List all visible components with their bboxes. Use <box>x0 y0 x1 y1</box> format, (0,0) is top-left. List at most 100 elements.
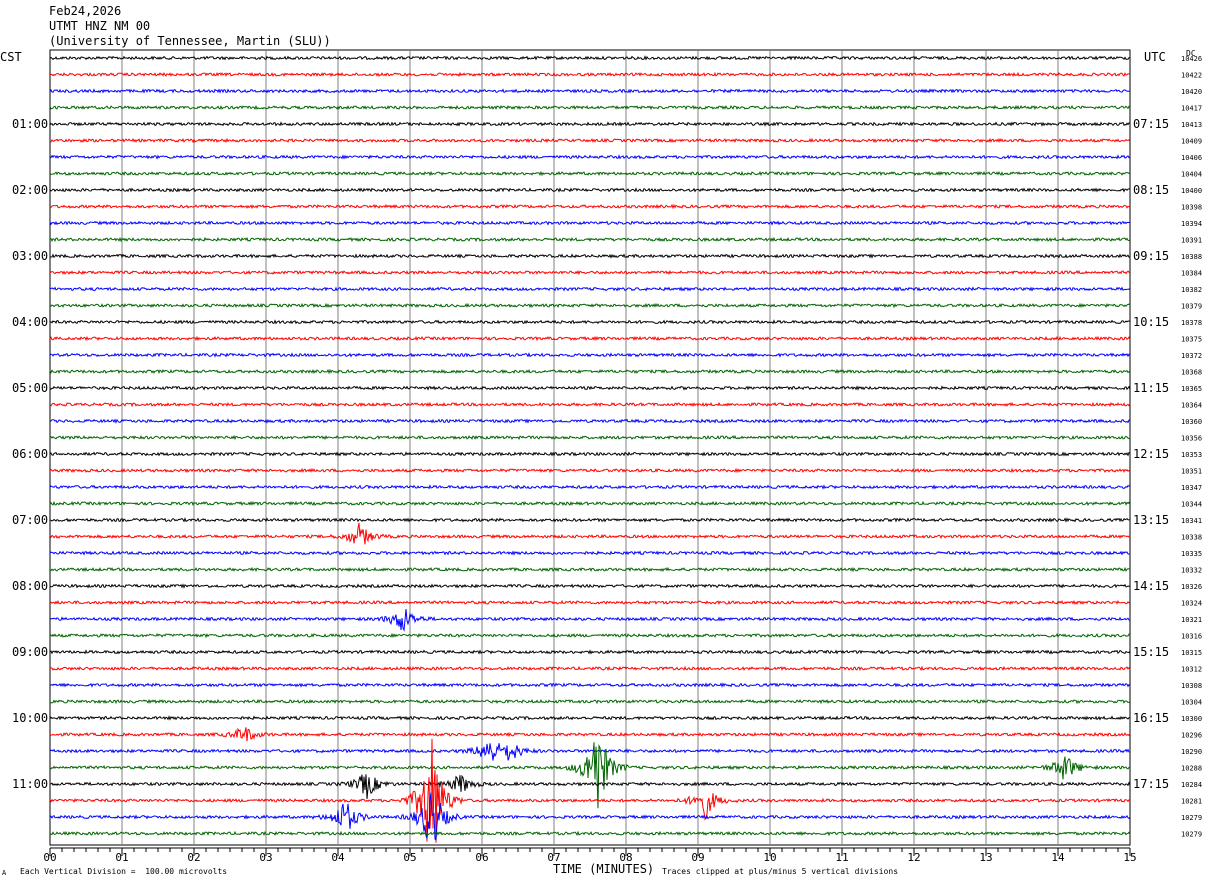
x-tick-label: 03 <box>259 851 272 864</box>
dc-value-label: 10300 <box>1181 715 1202 723</box>
dc-value-label: 10279 <box>1181 831 1202 839</box>
left-hour-label: 01:00 <box>12 117 48 131</box>
dc-value-label: 10296 <box>1181 732 1202 740</box>
left-hour-label: 10:00 <box>12 711 48 725</box>
seismic-trace <box>49 451 1131 457</box>
right-hour-label: 10:15 <box>1133 315 1169 329</box>
seismic-trace <box>49 137 1131 144</box>
seismic-trace <box>49 170 1131 177</box>
dc-value-label: 10356 <box>1181 435 1202 443</box>
x-axis-title: TIME (MINUTES) <box>553 862 655 876</box>
dc-value-label: 10413 <box>1181 121 1202 129</box>
seismic-trace <box>49 665 1131 672</box>
x-tick-label: 09 <box>691 851 704 864</box>
x-tick-label: 07 <box>547 851 560 864</box>
dc-value-label: 10321 <box>1181 616 1202 624</box>
left-hour-label: 04:00 <box>12 315 48 329</box>
left-hour-label: 07:00 <box>12 513 48 527</box>
dc-value-label: 10378 <box>1181 319 1202 327</box>
seismic-trace <box>49 830 1131 837</box>
seismic-trace <box>49 418 1131 424</box>
x-tick-label: 12 <box>907 851 920 864</box>
seismic-traces <box>49 55 1131 843</box>
seismic-trace <box>49 55 1131 61</box>
right-hour-label: 09:15 <box>1133 249 1169 263</box>
header-date: Feb24,2026 <box>49 4 122 18</box>
right-timezone-label: UTC <box>1144 50 1166 64</box>
dc-value-label: 10332 <box>1181 567 1202 575</box>
x-tick-label: 01 <box>115 851 128 864</box>
seismic-trace <box>49 220 1131 226</box>
scale-note: Each Vertical Division = 100.00 microvol… <box>20 867 228 876</box>
dc-value-label: 10426 <box>1181 55 1202 63</box>
dc-value-label: 10290 <box>1181 748 1202 756</box>
seismic-trace <box>49 352 1131 358</box>
seismic-trace <box>49 682 1131 688</box>
dc-value-label: 10365 <box>1181 385 1202 393</box>
dc-value-label: 10304 <box>1181 699 1202 707</box>
dc-column-label: DC <box>1186 49 1196 58</box>
seismic-trace <box>49 727 1131 742</box>
seismic-trace <box>49 236 1131 243</box>
seismic-trace <box>49 154 1131 160</box>
right-hour-label: 17:15 <box>1133 777 1169 791</box>
right-hour-label: 12:15 <box>1133 447 1169 461</box>
dc-value-label: 10372 <box>1181 352 1202 360</box>
seismic-trace <box>49 698 1131 705</box>
seismic-trace <box>49 286 1131 292</box>
x-tick-label: 08 <box>619 851 632 864</box>
seismic-trace <box>49 187 1130 193</box>
seismic-trace <box>49 203 1131 210</box>
left-hour-label: 08:00 <box>12 579 48 593</box>
seismic-trace <box>49 71 1131 78</box>
dc-value-label: 10417 <box>1181 105 1202 113</box>
dc-value-label: 10312 <box>1181 666 1202 674</box>
dc-value-label: 10394 <box>1181 220 1202 228</box>
seismic-trace <box>49 88 1131 94</box>
dc-value-label: 10326 <box>1181 583 1202 591</box>
dc-value-label: 10364 <box>1181 402 1202 410</box>
seismic-trace <box>49 649 1131 655</box>
seismic-trace <box>49 742 1131 809</box>
dc-value-label: 10315 <box>1181 649 1202 657</box>
dc-value-label: 10398 <box>1181 204 1202 212</box>
left-hour-label: 05:00 <box>12 381 48 395</box>
seismic-trace <box>49 522 1131 545</box>
dc-value-label: 10279 <box>1181 814 1202 822</box>
right-hour-label: 14:15 <box>1133 579 1169 593</box>
right-hour-label: 11:15 <box>1133 381 1169 395</box>
x-tick-label: 14 <box>1051 851 1065 864</box>
dc-value-label: 10404 <box>1181 171 1202 179</box>
header-network: (University of Tennessee, Martin (SLU)) <box>49 34 331 48</box>
dc-value-label: 10388 <box>1181 253 1202 261</box>
seismic-trace <box>49 253 1131 259</box>
seismic-trace <box>49 609 1131 632</box>
seismic-trace <box>49 632 1131 639</box>
seismic-trace <box>49 738 1131 843</box>
dc-value-label: 10375 <box>1181 336 1202 344</box>
left-hour-label: 02:00 <box>12 183 48 197</box>
dc-value-label: 10347 <box>1181 484 1202 492</box>
seismic-trace <box>49 302 1131 309</box>
seismic-trace <box>49 583 1131 589</box>
seismic-trace <box>49 500 1131 507</box>
left-timezone-label: CST <box>0 50 22 64</box>
dc-value-label: 10382 <box>1181 286 1202 294</box>
left-hour-label: 03:00 <box>12 249 48 263</box>
dc-value-label: 10400 <box>1181 187 1202 195</box>
dc-value-label: 10335 <box>1181 550 1202 558</box>
left-hour-label: 11:00 <box>12 777 48 791</box>
dc-value-label: 10406 <box>1181 154 1202 162</box>
seismic-trace <box>49 401 1131 408</box>
right-hour-label: 07:15 <box>1133 117 1169 131</box>
x-tick-label: 00 <box>43 851 56 864</box>
right-hour-label: 16:15 <box>1133 711 1169 725</box>
seismic-trace <box>49 484 1131 490</box>
seismic-trace <box>49 319 1131 325</box>
minute-grid <box>49 49 1131 856</box>
seismic-trace <box>49 467 1131 474</box>
seismic-trace <box>49 599 1131 606</box>
left-hour-label: 09:00 <box>12 645 48 659</box>
seismic-trace <box>49 121 1131 127</box>
dc-value-label: 10281 <box>1181 798 1202 806</box>
